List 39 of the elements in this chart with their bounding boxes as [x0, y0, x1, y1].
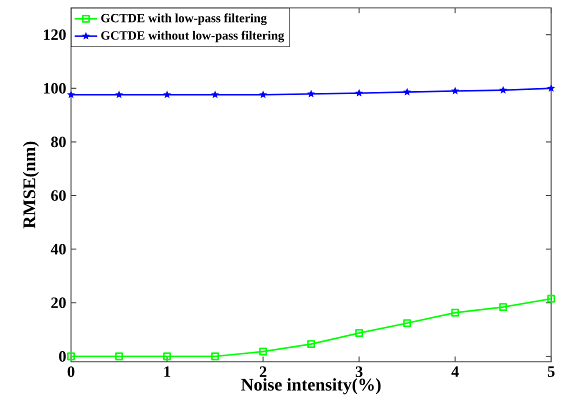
legend-label: GCTDE with low-pass filtering — [101, 13, 267, 25]
point — [451, 86, 460, 94]
point — [403, 88, 412, 96]
point — [67, 90, 76, 98]
point — [499, 86, 508, 94]
point — [451, 308, 460, 316]
point — [355, 88, 364, 96]
point — [211, 90, 220, 98]
point — [211, 352, 220, 360]
y-tick-label: 80 — [51, 136, 66, 148]
point — [499, 302, 508, 311]
point — [547, 294, 556, 302]
x-axis-title: Noise intensity(%) — [241, 378, 381, 394]
x-tick-label: 2 — [260, 366, 266, 377]
y-tick-label: 120 — [44, 29, 66, 40]
point — [259, 347, 268, 356]
x-tick-label: 1 — [164, 366, 170, 377]
point — [547, 84, 556, 92]
point — [115, 90, 124, 98]
x-tick-label: 5 — [548, 366, 555, 377]
y-tick-label: 60 — [51, 190, 66, 201]
point — [355, 328, 364, 337]
point — [115, 352, 123, 360]
y-tick-label: 40 — [50, 244, 66, 254]
y-tick-label: 20 — [51, 297, 66, 308]
x-tick-label: 0 — [68, 366, 74, 377]
point — [259, 90, 268, 98]
x-tick-label: 3 — [356, 366, 363, 377]
y-tick-label: 0 — [59, 350, 66, 362]
point — [67, 352, 75, 360]
point — [307, 340, 316, 348]
y-axis-title: RMSE(nm) — [22, 141, 39, 228]
y-tick-label: 100 — [44, 82, 66, 94]
point — [163, 352, 172, 360]
point — [163, 90, 172, 98]
x-tick-label: 4 — [451, 366, 459, 377]
legend-label: GCTDE without low-pass filtering — [101, 30, 284, 42]
point — [307, 90, 316, 98]
point — [403, 318, 412, 327]
